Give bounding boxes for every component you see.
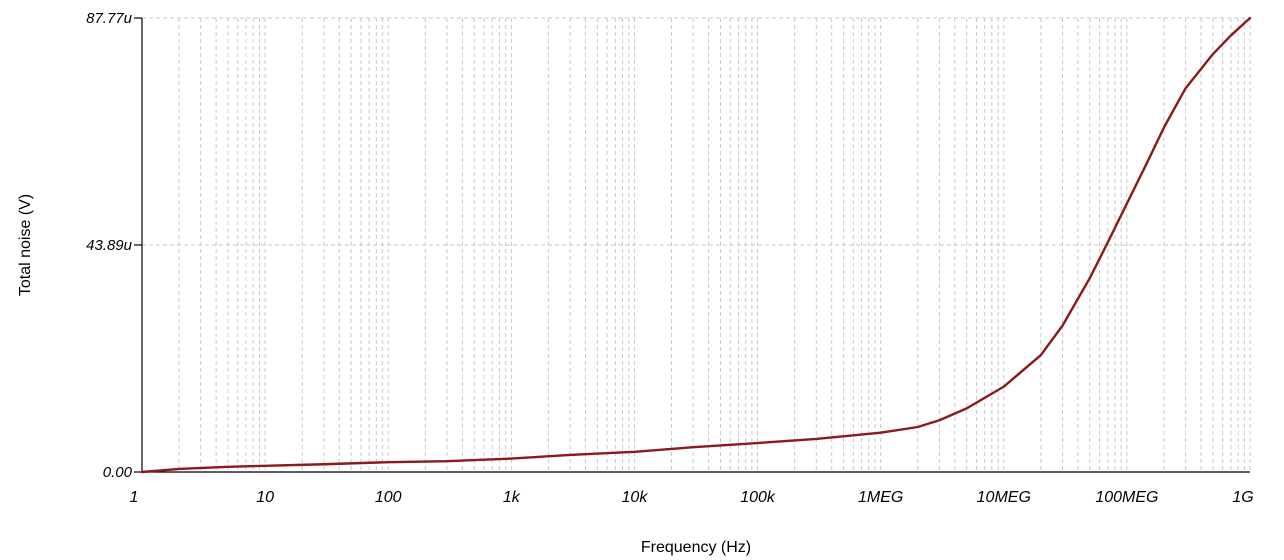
series-group: [140, 16, 1252, 474]
y-axis-label: Total noise (V): [17, 194, 34, 296]
x-tick-label: 10k: [622, 489, 649, 506]
x-tick-label: 1G: [1232, 489, 1253, 506]
x-tick-label: 100: [375, 489, 402, 506]
x-tick-label: 10MEG: [977, 489, 1031, 506]
y-tick-label: 87.77u: [86, 10, 133, 27]
x-tick-labels: 1 10 100 1k 10k 100k 1MEG 10MEG 100MEG 1G: [130, 489, 1254, 506]
x-tick-label: 1k: [503, 489, 521, 506]
x-tick-label: 1: [130, 489, 139, 506]
x-tick-label: 10: [256, 489, 274, 506]
series-line: [140, 16, 1252, 474]
x-tick-label: 1MEG: [858, 489, 903, 506]
x-tick-label: 100k: [740, 489, 776, 506]
y-tick-label: 0.00: [103, 464, 133, 481]
y-tick-labels: 0.00 43.89u 87.77u: [86, 10, 142, 481]
y-tick-label: 43.89u: [86, 237, 133, 254]
grid-lines: [142, 17, 1251, 472]
x-tick-label: 100MEG: [1095, 489, 1158, 506]
x-axis-label: Frequency (Hz): [641, 539, 751, 556]
